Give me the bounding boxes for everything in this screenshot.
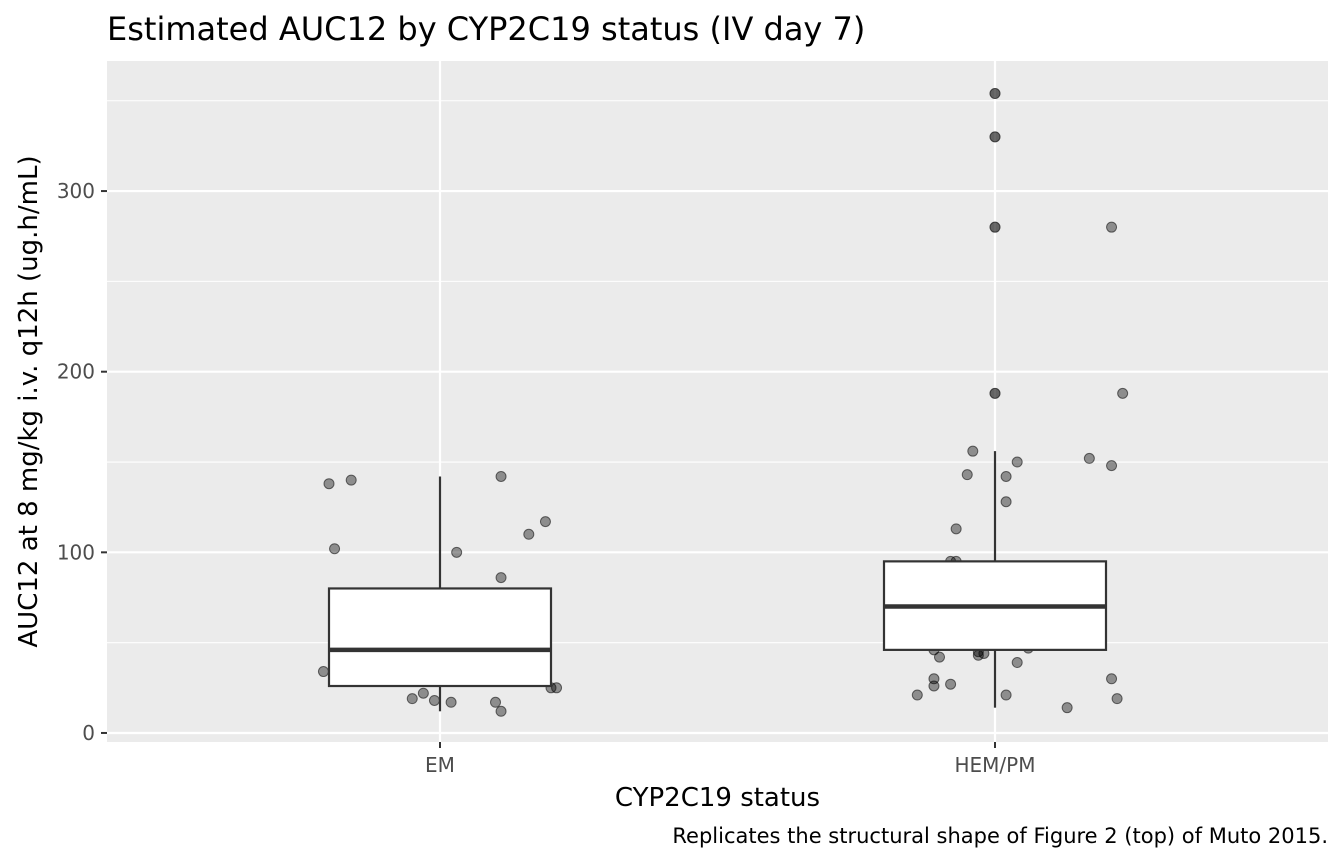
data-point bbox=[539, 516, 551, 528]
data-point bbox=[490, 696, 501, 708]
data-point bbox=[1106, 221, 1118, 233]
data-point bbox=[406, 693, 418, 705]
chart-caption: Replicates the structural shape of Figur… bbox=[672, 824, 1328, 848]
y-tick-label: 0 bbox=[82, 721, 95, 745]
data-point bbox=[928, 680, 940, 692]
data-point bbox=[451, 546, 463, 558]
boxes bbox=[327, 88, 1108, 712]
data-point bbox=[1111, 693, 1123, 705]
data-point bbox=[323, 478, 335, 490]
box-body bbox=[327, 587, 553, 688]
outlier-point bbox=[989, 88, 1001, 100]
x-axis: EM HEM/PM bbox=[425, 742, 1036, 777]
data-point bbox=[523, 528, 535, 540]
data-point bbox=[551, 682, 563, 694]
data-point bbox=[989, 88, 1001, 100]
data-point bbox=[317, 666, 329, 678]
data-point bbox=[1000, 689, 1012, 701]
data-point bbox=[445, 696, 457, 708]
data-point bbox=[945, 678, 957, 690]
data-point bbox=[1000, 470, 1012, 482]
data-point bbox=[495, 572, 507, 584]
data-point bbox=[1011, 657, 1023, 669]
x-tick-label: EM bbox=[425, 753, 455, 777]
data-point bbox=[989, 131, 1001, 143]
chart-title: Estimated AUC12 by CYP2C19 status (IV da… bbox=[107, 10, 865, 48]
outlier-point bbox=[989, 131, 1001, 143]
data-point bbox=[989, 221, 1001, 233]
data-point bbox=[989, 387, 1001, 399]
data-point bbox=[495, 705, 507, 717]
data-point bbox=[961, 469, 973, 481]
outlier-point bbox=[989, 387, 1001, 399]
data-point bbox=[329, 543, 341, 555]
data-point bbox=[1000, 496, 1012, 508]
data-point bbox=[1106, 460, 1118, 472]
outlier-point bbox=[989, 221, 1001, 233]
y-axis: 0 100 200 300 bbox=[57, 179, 107, 745]
box-em bbox=[327, 476, 553, 712]
y-tick-label: 300 bbox=[57, 179, 95, 203]
box-hem-pm bbox=[882, 88, 1108, 708]
data-point bbox=[428, 694, 440, 706]
data-point bbox=[967, 445, 979, 457]
y-axis-title: AUC12 at 8 mg/kg i.v. q12h (ug.h/mL) bbox=[14, 155, 44, 647]
data-point bbox=[1117, 387, 1129, 399]
x-tick-label: HEM/PM bbox=[955, 753, 1036, 777]
data-point bbox=[345, 474, 357, 486]
data-point bbox=[950, 523, 962, 535]
y-tick-label: 200 bbox=[57, 360, 95, 384]
data-point bbox=[1106, 673, 1118, 685]
data-point bbox=[911, 689, 923, 701]
data-point bbox=[934, 651, 945, 663]
data-point bbox=[1083, 452, 1095, 464]
plot-panel bbox=[107, 61, 1328, 742]
data-point bbox=[1011, 456, 1023, 468]
data-point bbox=[417, 687, 429, 699]
x-axis-title: CYP2C19 status bbox=[615, 783, 820, 813]
y-tick-label: 100 bbox=[57, 540, 95, 564]
data-point bbox=[1061, 702, 1073, 714]
data-point bbox=[495, 470, 507, 482]
